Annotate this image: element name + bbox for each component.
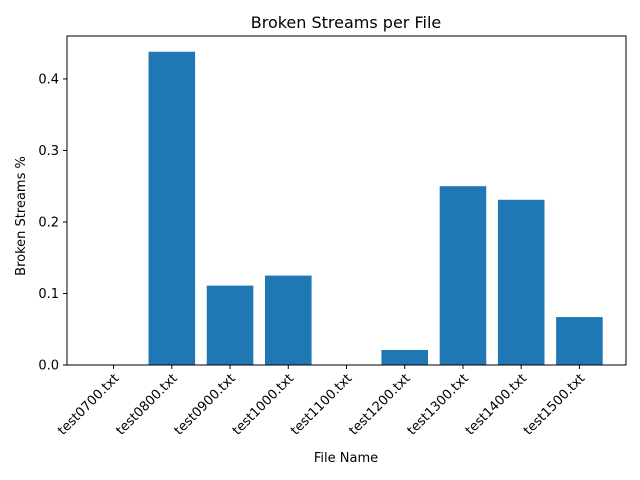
y-axis-label: Broken Streams %	[14, 156, 29, 276]
x-tick-label: test1500.txt	[521, 371, 588, 438]
chart-title: Broken Streams per File	[251, 13, 442, 32]
x-tick-label: test1000.txt	[230, 371, 297, 438]
bar-test1400.txt	[497, 199, 545, 365]
x-tick-label: test1400.txt	[463, 371, 530, 438]
y-tick-label: 0.2	[38, 215, 59, 230]
x-tick-label: test1100.txt	[288, 371, 355, 438]
y-tick-label: 0.1	[38, 287, 59, 302]
bar-test0900.txt	[206, 285, 254, 365]
x-tick-label: test1300.txt	[405, 371, 472, 438]
y-tick-label: 0.3	[38, 144, 59, 159]
bar-test1500.txt	[556, 317, 603, 365]
x-axis-label: File Name	[314, 451, 378, 466]
x-axis: test0700.txttest0800.txttest0900.txttest…	[55, 365, 588, 438]
bar-test0800.txt	[148, 51, 196, 366]
y-axis: 0.0 0.1 0.2 0.3 0.4	[38, 72, 67, 374]
bar-test1300.txt	[439, 186, 487, 365]
bar-test1200.txt	[381, 349, 429, 365]
x-tick-label: test1200.txt	[346, 371, 413, 438]
bars-group	[148, 51, 603, 366]
y-tick-label: 0.0	[38, 359, 59, 374]
bar-test1000.txt	[264, 275, 312, 365]
plot-frame	[66, 35, 627, 366]
x-tick-label: test0800.txt	[113, 371, 180, 438]
x-tick-label: test0900.txt	[172, 371, 239, 438]
y-tick-label: 0.4	[38, 72, 59, 87]
x-tick-label: test0700.txt	[55, 371, 122, 438]
